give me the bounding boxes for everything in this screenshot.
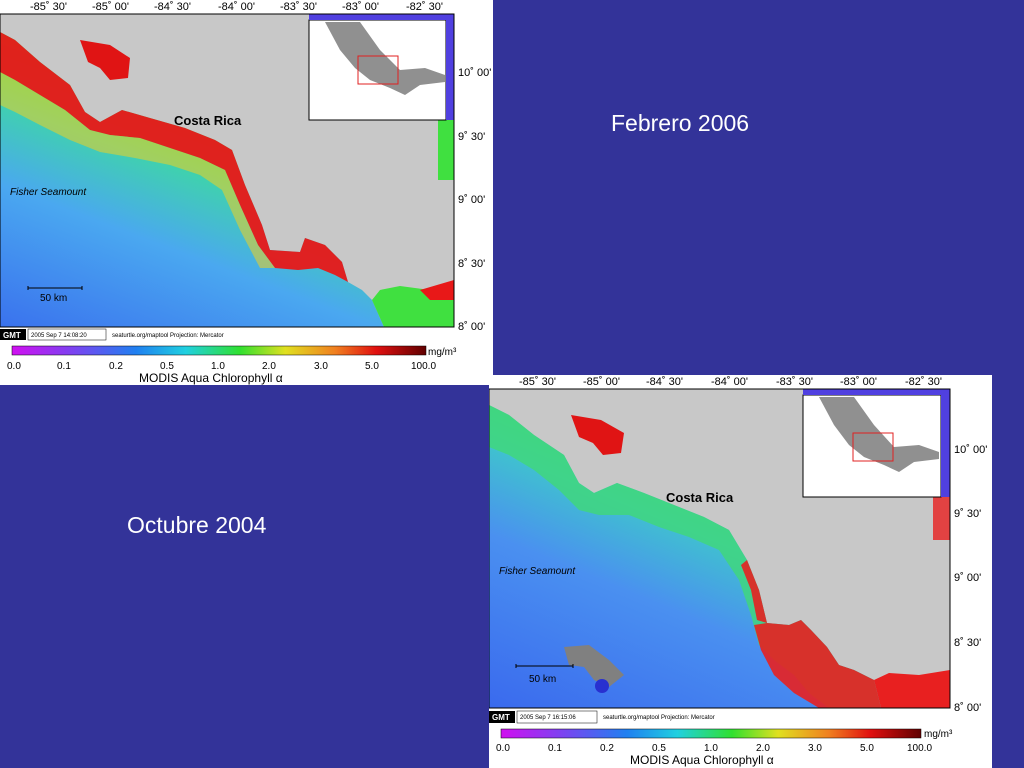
inset-land	[819, 397, 939, 472]
map-svg-bottom: -85˚ 30' -85˚ 00' -84˚ 30' -84˚ 00' -83˚…	[489, 376, 987, 767]
colorbar-title: MODIS Aqua Chlorophyll α	[139, 371, 283, 385]
lat-label: 10˚ 00'	[954, 444, 987, 456]
lat-label: 8˚ 00'	[954, 702, 981, 714]
colorbar-tick: 5.0	[860, 743, 874, 754]
colorbar-unit: mg/m³	[428, 347, 457, 358]
seamount-island	[564, 645, 624, 687]
colorbar	[500, 728, 922, 739]
colorbar-tick: 2.0	[756, 743, 770, 754]
seamount-spot	[595, 679, 609, 693]
colorbar-tick: 0.5	[160, 361, 174, 372]
chlorophyll-map-top: -85˚ 30' -85˚ 00' -84˚ 30' -84˚ 00' -83˚…	[0, 0, 493, 385]
lon-label: -85˚ 00'	[583, 376, 620, 388]
map-border	[0, 13, 455, 328]
source-text: seaturtle.org/maptool Projection: Mercat…	[112, 333, 224, 339]
lon-label: -85˚ 30'	[519, 376, 556, 388]
source-text: seaturtle.org/maptool Projection: Mercat…	[603, 715, 715, 721]
chlorophyll-map-bottom: -85˚ 30' -85˚ 00' -84˚ 30' -84˚ 00' -83˚…	[489, 375, 992, 768]
colorbar-tick: 0.2	[600, 743, 614, 754]
caribbean-strip	[933, 495, 950, 540]
inset-box	[852, 432, 894, 462]
colorbar-tick: 0.2	[109, 361, 123, 372]
colorbar-tick: 2.0	[262, 361, 276, 372]
colorbar-tick: 1.0	[211, 361, 225, 372]
colorbar-tick: 1.0	[704, 743, 718, 754]
lat-label: 8˚ 30'	[954, 637, 981, 649]
caption-febrero-2006: Febrero 2006	[611, 110, 750, 136]
lat-label: 10˚ 00'	[458, 67, 491, 79]
lon-label: -84˚ 00'	[711, 376, 748, 388]
lon-label: -82˚ 30'	[406, 1, 443, 13]
colorbar-tick: 0.0	[496, 743, 510, 754]
colorbar-tick: 5.0	[365, 361, 379, 372]
lon-label: -82˚ 30'	[905, 376, 942, 388]
colorbar-tick: 0.1	[57, 361, 71, 372]
golfo-dulce	[420, 280, 454, 300]
scale-label: 50 km	[529, 674, 556, 685]
inset-frame-top	[803, 389, 950, 395]
caribbean-strip	[438, 120, 454, 180]
gmt-logo-text: GMT	[3, 331, 21, 340]
gmt-logo	[0, 329, 26, 340]
country-label: Costa Rica	[666, 490, 734, 505]
lon-label: -83˚ 00'	[840, 376, 877, 388]
colorbar-tick: 3.0	[314, 361, 328, 372]
nicoya-gulf	[571, 415, 624, 455]
colorbar-unit: mg/m³	[924, 729, 953, 740]
inset-land	[325, 22, 445, 95]
lon-label: -85˚ 00'	[92, 1, 129, 13]
lon-label: -83˚ 30'	[280, 1, 317, 13]
lat-label: 9˚ 30'	[458, 131, 485, 143]
timestamp-box	[27, 328, 107, 341]
gmt-logo-text: GMT	[492, 713, 510, 722]
nicoya-gulf	[80, 40, 130, 80]
inset-frame-strip	[446, 14, 454, 120]
colorbar-tick: 100.0	[411, 361, 436, 372]
lat-label: 8˚ 30'	[458, 258, 485, 270]
scale-bar	[27, 286, 83, 290]
timestamp: 2005 Sep 7 16:15:06	[520, 715, 576, 721]
gmt-logo	[489, 711, 515, 723]
coastal-red-strip	[741, 560, 767, 623]
map-svg-top: -85˚ 30' -85˚ 00' -84˚ 30' -84˚ 00' -83˚…	[0, 1, 491, 385]
lat-label: 9˚ 30'	[954, 508, 981, 520]
lat-label: 9˚ 00'	[954, 572, 981, 584]
coastal-chlorophyll	[754, 620, 881, 708]
scale-label: 50 km	[40, 293, 67, 304]
lat-label: 9˚ 00'	[458, 194, 485, 206]
lon-label: -83˚ 30'	[776, 376, 813, 388]
coastal-yellow	[0, 72, 275, 268]
lon-label: -85˚ 30'	[30, 1, 67, 13]
map-border	[489, 388, 951, 709]
caption-octubre-2004: Octubre 2004	[127, 512, 267, 538]
seamount-label: Fisher Seamount	[499, 566, 576, 577]
lat-label: 8˚ 00'	[458, 321, 485, 333]
colorbar-tick: 100.0	[907, 743, 932, 754]
osa-red	[874, 670, 950, 708]
coastal-chlorophyll	[0, 32, 348, 282]
scale-bar	[515, 664, 574, 668]
inset-frame-strip	[941, 389, 950, 497]
country-label: Costa Rica	[174, 113, 242, 128]
colorbar-title: MODIS Aqua Chlorophyll α	[630, 753, 774, 767]
timestamp: 2005 Sep 7 14:08:20	[31, 333, 87, 339]
lon-label: -83˚ 00'	[342, 1, 379, 13]
colorbar-tick: 0.1	[548, 743, 562, 754]
inset-box	[357, 55, 399, 85]
colorbar-tick: 0.5	[652, 743, 666, 754]
colorbar	[11, 345, 427, 356]
timestamp-box	[516, 710, 598, 724]
inset-frame-top	[309, 14, 454, 20]
lon-label: -84˚ 00'	[218, 1, 255, 13]
lon-label: -84˚ 30'	[646, 376, 683, 388]
colorbar-tick: 0.0	[7, 361, 21, 372]
colorbar-tick: 3.0	[808, 743, 822, 754]
lon-label: -84˚ 30'	[154, 1, 191, 13]
seamount-label: Fisher Seamount	[10, 187, 87, 198]
